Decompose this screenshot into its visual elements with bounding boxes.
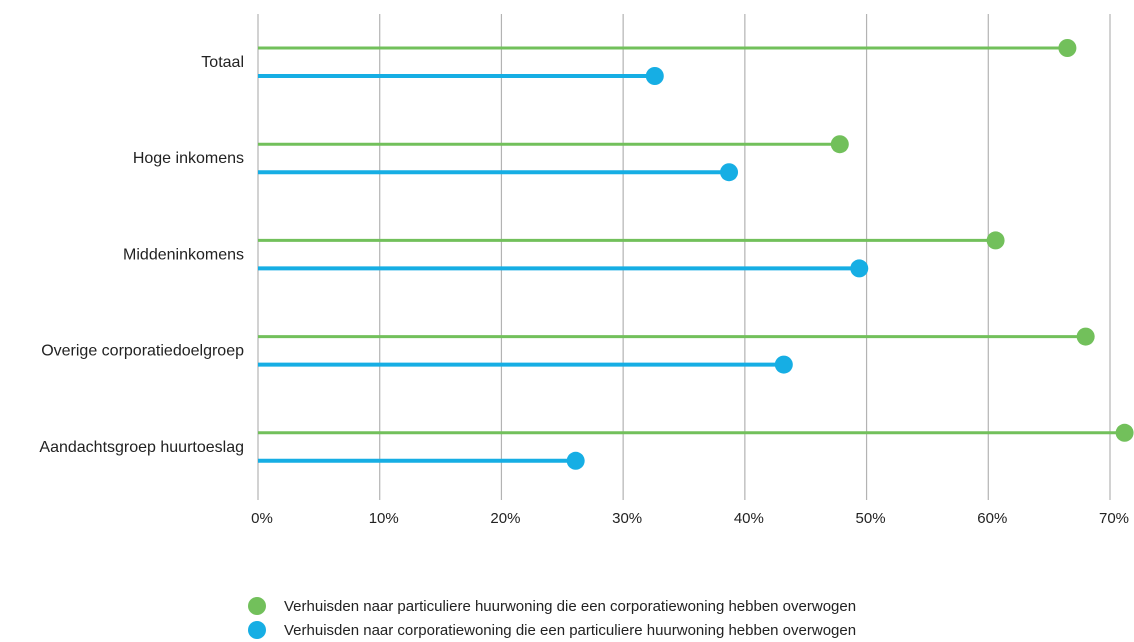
series-2-point (566, 451, 585, 470)
series-1-point (830, 135, 849, 154)
series-marks (258, 39, 1134, 470)
series-2-point (720, 163, 739, 182)
series-2-point (645, 67, 664, 85)
category-label: Hoge inkomens (133, 150, 244, 167)
x-tick-label: 50% (856, 510, 886, 527)
series-2-point (850, 259, 869, 278)
series-1-point (1115, 423, 1134, 442)
legend-label: Verhuisden naar corporatiewoning die een… (284, 621, 857, 639)
x-axis-ticks: 0% 10% 20% 30% 40% 50% 60% 70% (251, 510, 1129, 527)
legend-dot-icon (248, 621, 266, 639)
legend-dot-icon (248, 597, 266, 615)
x-tick-label: 40% (734, 510, 764, 527)
category-label: Middeninkomens (123, 246, 244, 263)
series-1-point (986, 231, 1005, 250)
series-2-point (774, 355, 793, 374)
category-label: Aandachtsgroep huurtoeslag (39, 439, 244, 456)
x-tick-label: 0% (251, 510, 273, 527)
gridlines (257, 14, 1111, 500)
legend-item-series-1: Verhuisden naar particuliere huurwoning … (248, 594, 856, 618)
category-label: Totaal (201, 54, 244, 71)
series-1-point (1058, 39, 1077, 57)
chart: Totaal Hoge inkomens Middeninkomens Overige… (39, 14, 1134, 639)
x-tick-label: 70% (1099, 510, 1129, 527)
series-1-point (1076, 327, 1095, 346)
x-tick-label: 10% (369, 510, 399, 527)
x-tick-label: 20% (490, 510, 520, 527)
chart-plot: Totaal Hoge inkomens Middeninkomens Overige… (39, 14, 1134, 527)
category-labels: Totaal Hoge inkomens Middeninkomens Overige… (39, 54, 244, 456)
x-tick-label: 30% (612, 510, 642, 527)
legend-label: Verhuisden naar particuliere huurwoning … (284, 597, 857, 615)
legend: Verhuisden naar particuliere huurwoning … (248, 594, 856, 642)
x-tick-label: 60% (977, 510, 1007, 527)
category-label: Overige corporatiedoelgroep (41, 343, 244, 360)
legend-item-series-2: Verhuisden naar corporatiewoning die een… (248, 618, 856, 642)
